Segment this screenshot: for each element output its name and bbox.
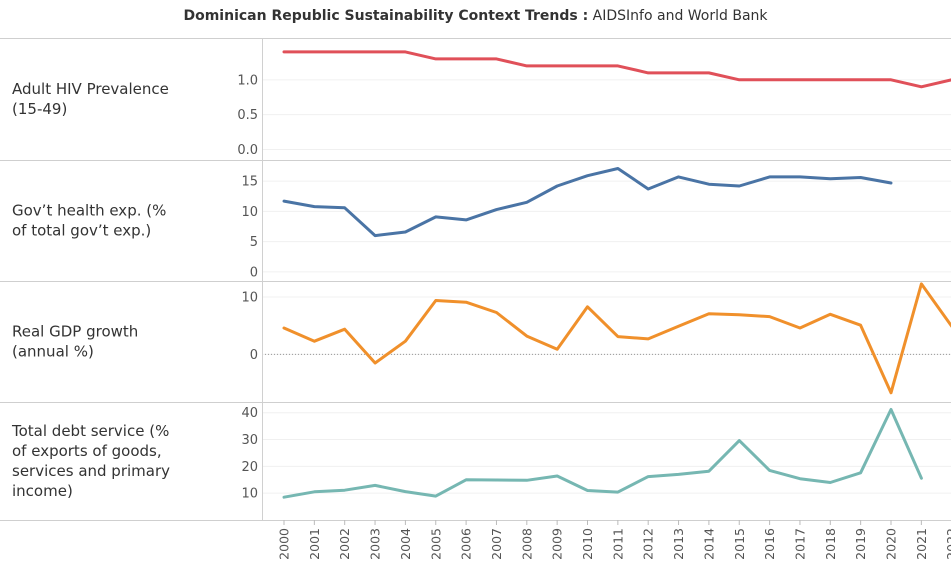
panel-label: of total gov’t exp.)	[12, 222, 151, 240]
x-tick-label: 2018	[823, 528, 838, 560]
panel-label: services and primary	[12, 462, 170, 480]
x-tick-label: 2012	[641, 528, 656, 560]
chart-title: Dominican Republic Sustainability Contex…	[0, 8, 951, 24]
x-tick-label: 2007	[489, 528, 504, 560]
panel-label: Total debt service (%	[11, 422, 169, 440]
x-tick-label: 2020	[884, 528, 899, 560]
x-tick-label: 2001	[307, 528, 322, 560]
y-tick-label: 10	[241, 487, 258, 502]
x-tick-label: 2000	[277, 528, 292, 560]
x-tick-label: 2021	[914, 528, 929, 560]
y-tick-label: 10	[241, 205, 258, 220]
panel-label: income)	[12, 482, 73, 500]
x-tick-label: 2003	[368, 528, 383, 560]
y-tick-label: 0	[250, 348, 258, 363]
y-tick-label: 5	[250, 235, 258, 250]
x-tick-label: 2022	[944, 528, 951, 560]
series-line	[282, 282, 951, 395]
x-tick-label: 2006	[459, 528, 474, 560]
x-tick-label: 2004	[398, 528, 413, 560]
x-tick-label: 2016	[762, 528, 777, 560]
panel-label: Gov’t health exp. (%	[12, 202, 166, 220]
x-tick-label: 2005	[428, 528, 443, 560]
title-main: Dominican Republic Sustainability Contex…	[183, 8, 589, 24]
y-tick-label: 40	[241, 406, 258, 421]
y-tick-label: 15	[241, 175, 258, 190]
panel-label: of exports of goods,	[12, 442, 162, 460]
x-tick-label: 2014	[701, 528, 716, 560]
x-tick-label: 2002	[337, 528, 352, 560]
x-tick-label: 2010	[580, 528, 595, 560]
panel-label: Adult HIV Prevalence	[12, 80, 169, 98]
y-tick-label: 1.0	[237, 73, 258, 88]
panel-label: Real GDP growth	[12, 323, 138, 341]
y-tick-label: 30	[241, 433, 258, 448]
x-tick-label: 2013	[671, 528, 686, 560]
x-tick-label: 2017	[792, 528, 807, 560]
x-tick-label: 2019	[853, 528, 868, 560]
y-tick-label: 0.5	[237, 108, 258, 123]
x-tick-label: 2011	[610, 528, 625, 560]
panel-label: (annual %)	[12, 343, 94, 361]
series-line	[282, 167, 893, 238]
series-line	[282, 50, 951, 89]
y-tick-label: 20	[241, 460, 258, 475]
y-tick-label: 10	[241, 291, 258, 306]
x-tick-label: 2015	[732, 528, 747, 560]
y-tick-label: 0	[250, 265, 258, 280]
y-tick-label: 0.0	[237, 143, 258, 158]
title-source: AIDSInfo and World Bank	[592, 8, 768, 24]
x-tick-label: 2009	[550, 528, 565, 560]
x-tick-label: 2008	[519, 528, 534, 560]
series-line	[282, 408, 923, 499]
panel-label: (15-49)	[12, 100, 67, 118]
